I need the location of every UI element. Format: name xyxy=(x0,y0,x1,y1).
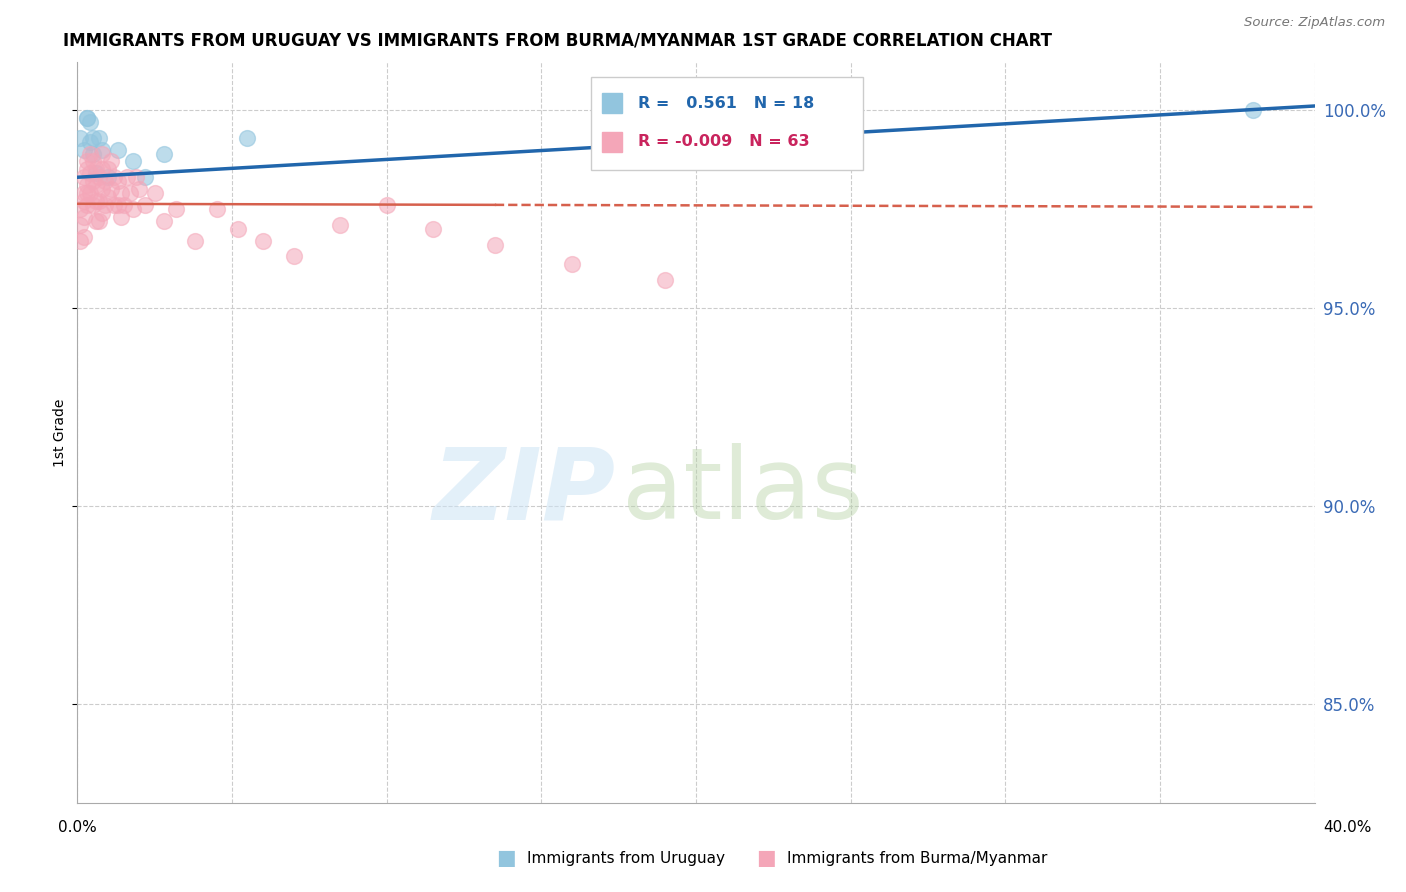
Text: Immigrants from Burma/Myanmar: Immigrants from Burma/Myanmar xyxy=(787,851,1047,865)
Point xyxy=(76,178,98,193)
Point xyxy=(165,202,187,216)
Point xyxy=(110,186,132,200)
Point xyxy=(134,198,156,212)
Text: 40.0%: 40.0% xyxy=(1323,821,1371,835)
Point xyxy=(84,214,107,228)
Point xyxy=(484,237,506,252)
Text: ■: ■ xyxy=(496,848,516,868)
Point xyxy=(72,143,94,157)
Point xyxy=(97,170,120,185)
Point xyxy=(184,234,207,248)
Point xyxy=(82,174,104,188)
Point xyxy=(69,202,91,216)
Point xyxy=(125,170,148,185)
Point xyxy=(143,186,166,200)
Point xyxy=(103,170,125,185)
Point xyxy=(72,186,94,200)
Point xyxy=(112,198,135,212)
Point xyxy=(82,146,104,161)
Point xyxy=(91,206,114,220)
Text: ZIP: ZIP xyxy=(433,443,616,541)
Point xyxy=(134,170,156,185)
Point xyxy=(422,221,444,235)
Y-axis label: 1st Grade: 1st Grade xyxy=(53,399,67,467)
Text: IMMIGRANTS FROM URUGUAY VS IMMIGRANTS FROM BURMA/MYANMAR 1ST GRADE CORRELATION C: IMMIGRANTS FROM URUGUAY VS IMMIGRANTS FR… xyxy=(63,31,1052,49)
Point xyxy=(79,186,101,200)
Point xyxy=(79,115,101,129)
Point xyxy=(72,210,94,224)
Point xyxy=(153,214,176,228)
Point xyxy=(76,111,98,125)
Point xyxy=(115,170,138,185)
Point xyxy=(69,130,91,145)
Point xyxy=(205,202,228,216)
Point xyxy=(69,218,91,232)
Point xyxy=(84,166,107,180)
Point xyxy=(82,130,104,145)
Point xyxy=(87,170,110,185)
Point xyxy=(226,221,249,235)
Text: ■: ■ xyxy=(756,848,776,868)
Point xyxy=(128,182,150,196)
Point xyxy=(79,166,101,180)
Point xyxy=(79,135,101,149)
Point xyxy=(118,186,141,200)
Point xyxy=(110,210,132,224)
Point xyxy=(76,198,98,212)
Point xyxy=(153,146,176,161)
Point xyxy=(97,190,120,204)
Point xyxy=(76,186,98,200)
Point xyxy=(103,198,125,212)
Text: atlas: atlas xyxy=(621,443,863,541)
Point xyxy=(87,194,110,208)
Point xyxy=(91,182,114,196)
Point xyxy=(84,194,107,208)
Text: Source: ZipAtlas.com: Source: ZipAtlas.com xyxy=(1244,16,1385,29)
Text: 0.0%: 0.0% xyxy=(58,821,97,835)
Point xyxy=(72,170,94,185)
Point xyxy=(69,234,91,248)
Point xyxy=(107,143,129,157)
Point xyxy=(91,162,114,177)
Point xyxy=(82,154,104,169)
Point xyxy=(84,178,107,193)
Point xyxy=(82,198,104,212)
Point xyxy=(87,214,110,228)
Point xyxy=(107,198,129,212)
Point xyxy=(94,174,117,188)
Point xyxy=(76,154,98,169)
Point xyxy=(91,146,114,161)
FancyBboxPatch shape xyxy=(591,78,863,169)
Point xyxy=(87,130,110,145)
Point xyxy=(76,111,98,125)
Point xyxy=(122,154,145,169)
Point xyxy=(97,162,120,177)
Point xyxy=(329,218,352,232)
Point xyxy=(283,249,305,263)
Point xyxy=(375,198,398,212)
Point xyxy=(79,146,101,161)
Point xyxy=(94,198,117,212)
Point xyxy=(100,182,122,196)
Point xyxy=(100,154,122,169)
Point xyxy=(252,234,274,248)
Point xyxy=(107,174,129,188)
Point xyxy=(91,143,114,157)
Text: R =   0.561   N = 18: R = 0.561 N = 18 xyxy=(638,95,814,111)
Point xyxy=(561,257,583,271)
Point xyxy=(654,273,676,287)
Point xyxy=(1241,103,1264,117)
Point xyxy=(236,130,259,145)
Point xyxy=(72,229,94,244)
Point xyxy=(76,162,98,177)
Point xyxy=(72,194,94,208)
Text: R = -0.009   N = 63: R = -0.009 N = 63 xyxy=(638,134,810,149)
Text: Immigrants from Uruguay: Immigrants from Uruguay xyxy=(527,851,725,865)
Point xyxy=(122,202,145,216)
Point xyxy=(84,162,107,177)
